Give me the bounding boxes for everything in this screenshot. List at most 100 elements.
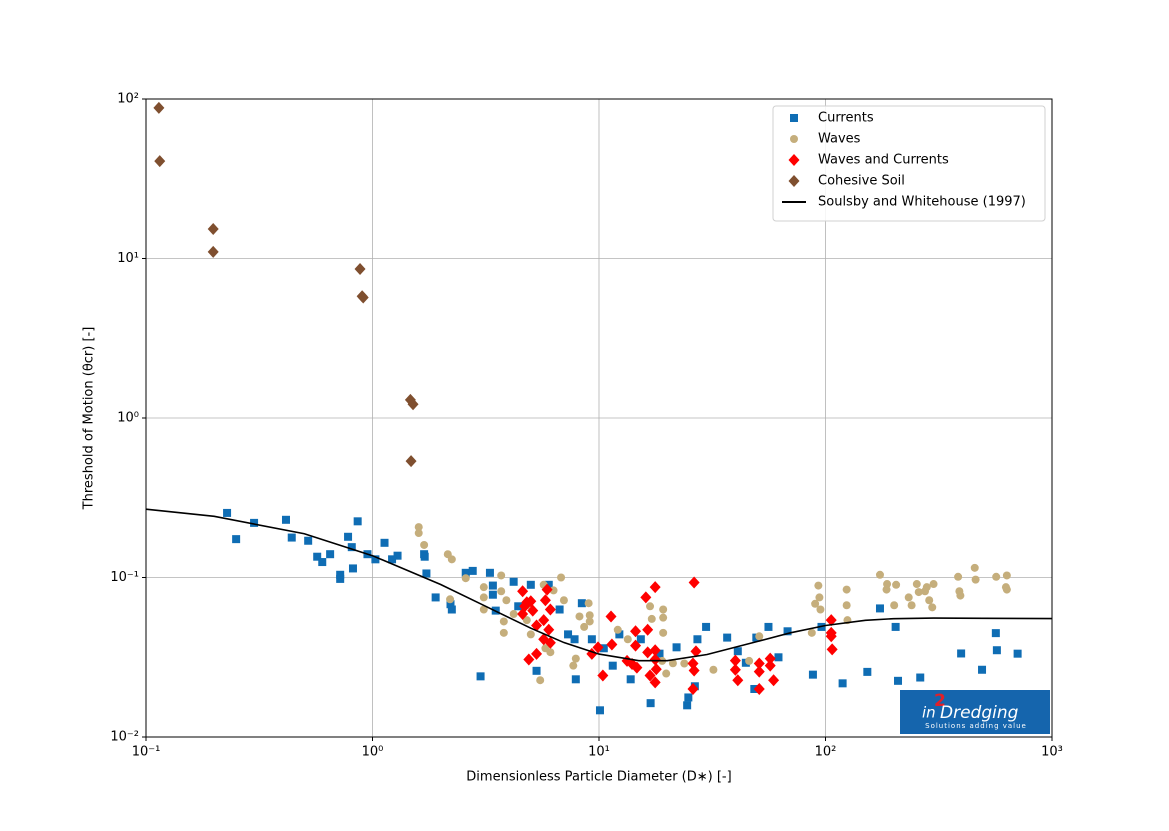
- point: [892, 580, 901, 589]
- legend-box: [772, 105, 1046, 222]
- point: [538, 614, 550, 627]
- point: [509, 610, 518, 619]
- x-tick-label: 10³: [1041, 745, 1063, 760]
- point: [446, 595, 455, 604]
- point: [514, 602, 523, 611]
- point: [992, 572, 1001, 581]
- point: [608, 661, 617, 670]
- point: [816, 605, 825, 614]
- point: [485, 568, 494, 577]
- point: [250, 518, 259, 527]
- point: [764, 652, 776, 665]
- point: [688, 664, 700, 677]
- point: [523, 653, 535, 666]
- point: [479, 583, 488, 592]
- point: [650, 663, 662, 676]
- legend-marker: [790, 135, 798, 143]
- point: [842, 585, 851, 594]
- point: [539, 594, 551, 607]
- point: [753, 682, 765, 695]
- point: [928, 603, 937, 612]
- point: [644, 669, 656, 682]
- point: [153, 101, 165, 114]
- point: [723, 633, 732, 642]
- point: [580, 622, 589, 631]
- x-tick-label: 10¹: [588, 745, 610, 760]
- x-tick-label: 10⁻¹: [132, 745, 161, 760]
- logo: in 2 Dredging Solutions adding value: [900, 690, 1050, 734]
- point: [468, 566, 477, 575]
- point: [825, 614, 837, 627]
- point: [623, 635, 632, 644]
- point: [592, 641, 604, 654]
- point: [461, 568, 470, 577]
- point: [585, 611, 594, 620]
- point: [863, 667, 872, 676]
- point: [531, 619, 543, 632]
- point: [921, 587, 930, 596]
- point: [912, 580, 921, 589]
- point: [577, 599, 586, 608]
- point: [544, 580, 553, 589]
- point: [541, 583, 553, 596]
- point: [914, 588, 923, 597]
- point: [929, 580, 938, 589]
- point: [688, 576, 700, 589]
- point: [420, 540, 429, 549]
- point: [825, 630, 837, 643]
- point: [502, 596, 511, 605]
- point: [957, 649, 966, 658]
- point: [564, 630, 573, 639]
- point: [745, 656, 754, 665]
- point: [971, 575, 980, 584]
- point: [544, 636, 556, 649]
- point: [304, 536, 313, 545]
- curve: [145, 508, 1053, 662]
- point: [768, 674, 780, 687]
- point: [636, 635, 645, 644]
- point: [357, 291, 369, 304]
- point: [544, 603, 556, 616]
- point: [672, 643, 681, 652]
- point: [446, 600, 455, 609]
- logo-tagline: Solutions adding value: [925, 722, 1027, 730]
- point: [405, 455, 417, 468]
- point: [655, 649, 664, 658]
- point: [1002, 585, 1011, 594]
- point: [154, 155, 166, 168]
- marks: [145, 101, 1053, 715]
- point: [783, 627, 792, 636]
- point: [978, 665, 987, 674]
- point: [680, 659, 689, 668]
- point: [808, 670, 817, 679]
- point: [659, 613, 668, 622]
- logo-box: [900, 690, 1050, 734]
- point: [517, 585, 529, 598]
- point: [313, 552, 322, 561]
- point: [662, 669, 671, 678]
- point: [353, 517, 362, 526]
- point: [811, 599, 820, 608]
- logo-prefix: in: [922, 704, 936, 722]
- point: [587, 635, 596, 644]
- legend: Currents Waves Waves and Currents Cohesive …: [772, 105, 1046, 222]
- point: [690, 645, 702, 658]
- point: [606, 638, 618, 651]
- point: [536, 676, 545, 685]
- legend-marker: [790, 114, 798, 122]
- point: [347, 543, 356, 552]
- y-axis-label: Threshold of Motion (θcr) [-]: [82, 327, 97, 511]
- point: [569, 661, 578, 670]
- point: [557, 573, 566, 582]
- point: [595, 706, 604, 715]
- point: [904, 593, 913, 602]
- point: [683, 701, 692, 710]
- point: [207, 245, 219, 258]
- point: [642, 623, 654, 636]
- point: [287, 533, 296, 542]
- point: [646, 602, 655, 611]
- point: [543, 623, 555, 636]
- point: [488, 590, 497, 599]
- y-tick-label: 10⁻²: [110, 730, 139, 745]
- point: [649, 644, 661, 657]
